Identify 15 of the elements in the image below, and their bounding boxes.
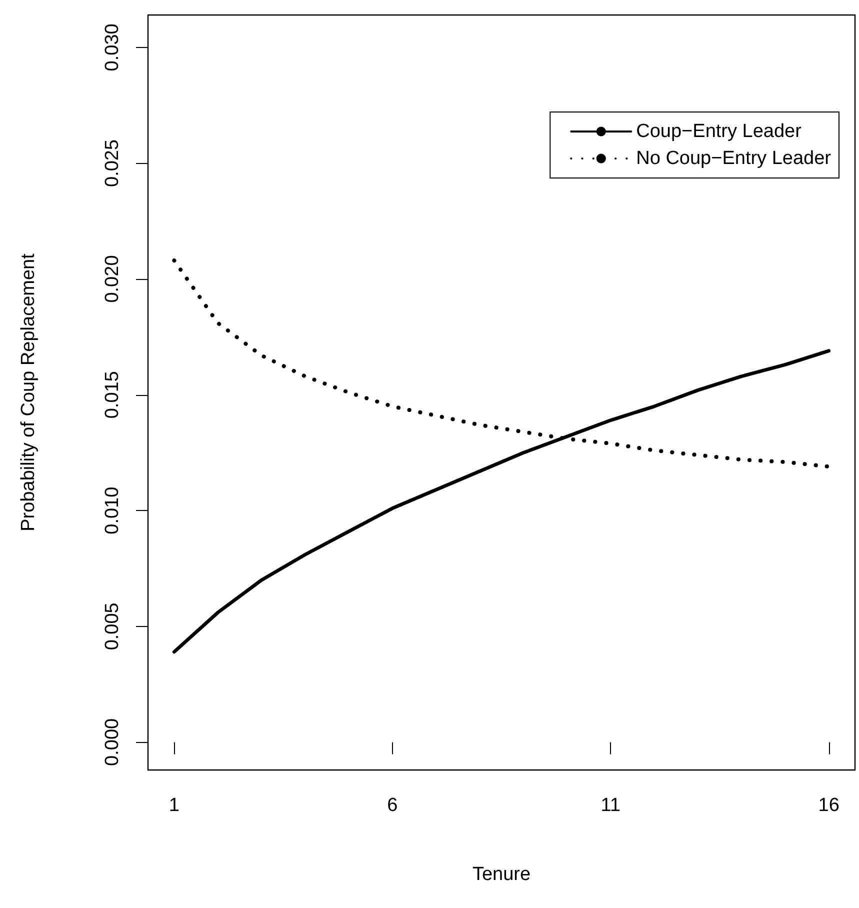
y-tick-label: 0.010 [102, 486, 123, 534]
y-tick-label: 0.020 [102, 255, 123, 303]
legend-label: No Coup−Entry Leader [636, 148, 832, 169]
y-tick-label: 0.005 [102, 602, 123, 650]
x-tick-label: 6 [387, 795, 398, 816]
y-tick-label: 0.015 [102, 371, 123, 419]
x-tick-label: 1 [168, 795, 180, 816]
y-tick-label: 0.025 [102, 139, 123, 187]
x-tick-label: 16 [818, 795, 840, 816]
legend-label: Coup−Entry Leader [636, 121, 802, 142]
x-tick-label: 11 [600, 795, 620, 816]
x-axis-title: Tenure [472, 864, 531, 885]
y-tick-label: 0.000 [102, 718, 123, 766]
y-tick-label: 0.030 [102, 24, 123, 72]
y-axis-title: Probability of Coup Replacement [18, 252, 39, 532]
